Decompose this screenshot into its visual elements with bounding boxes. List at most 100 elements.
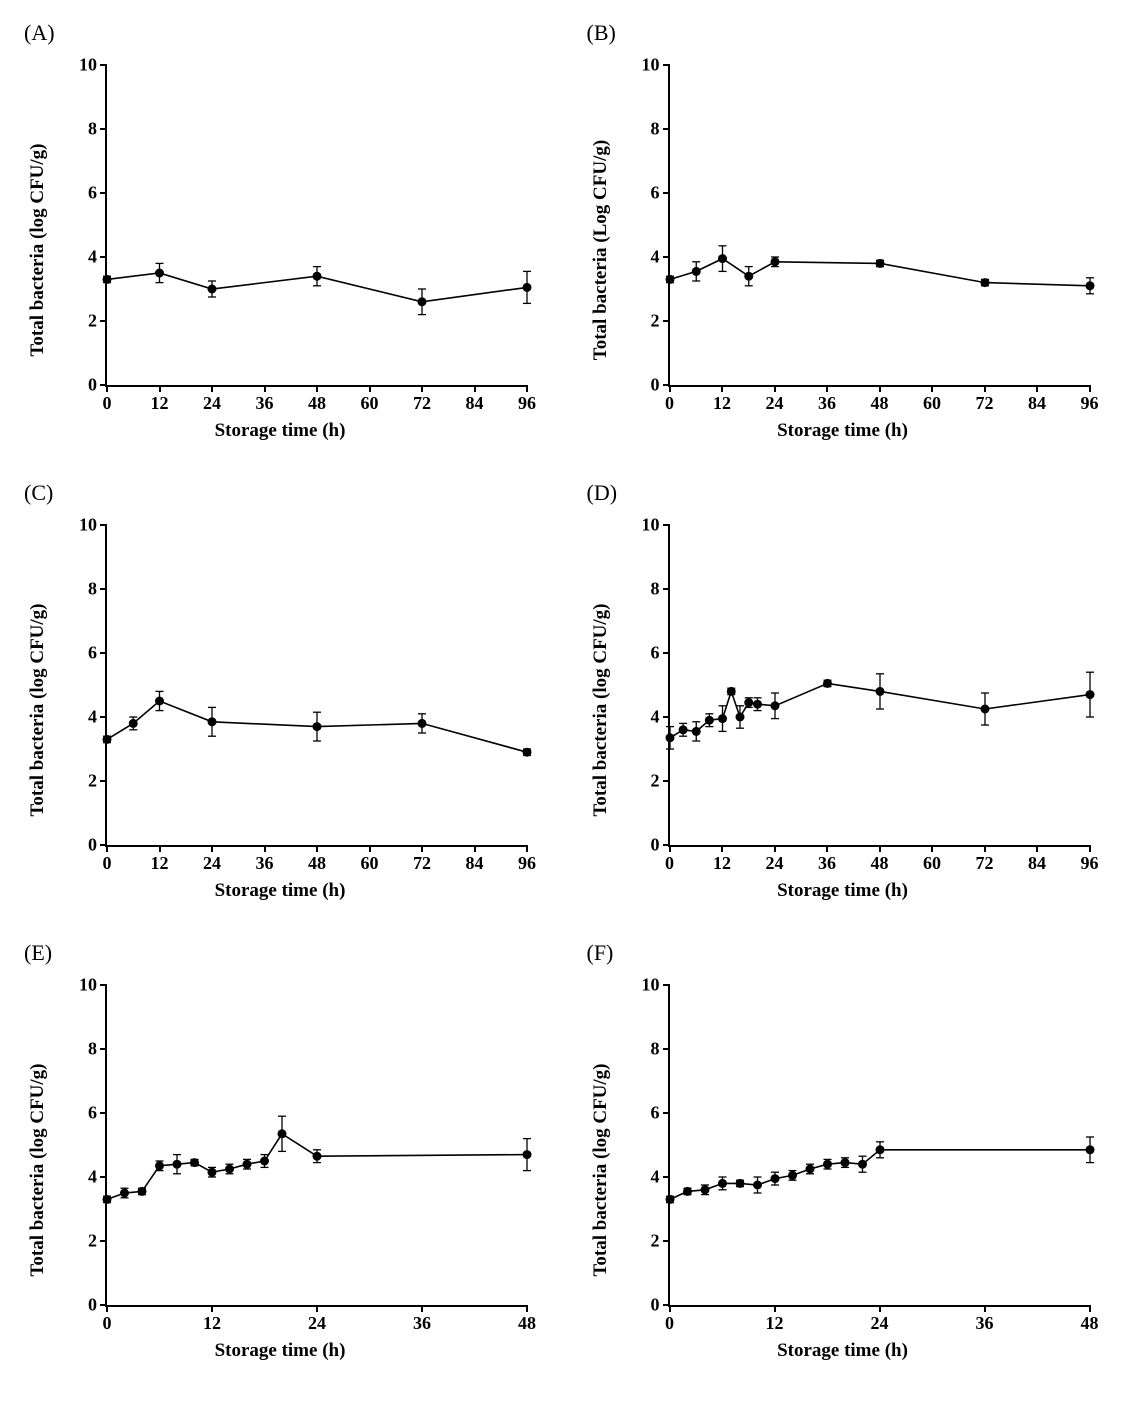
x-tick-label: 12 [151, 853, 169, 874]
y-tick [100, 524, 107, 526]
x-tick [316, 1305, 318, 1312]
y-tick [100, 588, 107, 590]
y-axis-label: Total bacteria (log CFU/g) [27, 1063, 49, 1276]
panel-label: (A) [24, 20, 553, 46]
data-marker [735, 713, 744, 722]
x-tick [721, 385, 723, 392]
y-tick [663, 652, 670, 654]
x-tick [421, 845, 423, 852]
y-tick [100, 256, 107, 258]
data-layer [107, 65, 527, 385]
x-tick [931, 845, 933, 852]
data-marker [138, 1187, 147, 1196]
x-tick-label: 12 [151, 393, 169, 414]
data-marker [665, 1195, 674, 1204]
data-marker [173, 1160, 182, 1169]
x-tick [879, 845, 881, 852]
x-tick-label: 0 [665, 1313, 674, 1334]
data-marker [678, 725, 687, 734]
x-tick-label: 60 [923, 393, 941, 414]
y-tick-label: 2 [651, 1231, 660, 1252]
data-marker [155, 697, 164, 706]
y-tick-label: 4 [651, 247, 660, 268]
data-marker [858, 1160, 867, 1169]
x-tick [211, 385, 213, 392]
x-tick [264, 845, 266, 852]
y-tick [100, 1048, 107, 1050]
x-tick-label: 12 [713, 393, 731, 414]
figure-grid: (A)Total bacteria (log CFU/g)Storage tim… [20, 20, 1115, 1370]
y-tick [663, 1240, 670, 1242]
x-axis-label: Storage time (h) [777, 420, 908, 442]
x-tick [669, 845, 671, 852]
data-marker [260, 1157, 269, 1166]
x-tick-label: 60 [361, 393, 379, 414]
x-tick [526, 845, 528, 852]
y-tick-label: 8 [88, 579, 97, 600]
data-marker [120, 1189, 129, 1198]
y-tick-label: 0 [651, 375, 660, 396]
panel-label: (B) [587, 20, 1116, 46]
data-marker [1085, 281, 1094, 290]
x-tick [316, 845, 318, 852]
y-tick [100, 984, 107, 986]
x-tick [474, 385, 476, 392]
x-tick-label: 48 [518, 1313, 536, 1334]
y-tick [663, 984, 670, 986]
y-tick-label: 10 [642, 975, 660, 996]
y-tick [663, 780, 670, 782]
x-tick [1089, 1305, 1091, 1312]
y-tick-label: 2 [88, 1231, 97, 1252]
y-tick-label: 2 [88, 311, 97, 332]
data-marker [523, 283, 532, 292]
y-tick-label: 2 [651, 771, 660, 792]
x-tick [421, 1305, 423, 1312]
data-marker [665, 733, 674, 742]
x-tick-label: 72 [976, 853, 994, 874]
y-tick [663, 1176, 670, 1178]
x-tick [159, 845, 161, 852]
y-tick-label: 6 [88, 643, 97, 664]
chart-wrap: Total bacteria (log CFU/g)Storage time (… [583, 510, 1103, 910]
chart-wrap: Total bacteria (log CFU/g)Storage time (… [20, 510, 540, 910]
x-tick-label: 72 [976, 393, 994, 414]
panel-label: (E) [24, 940, 553, 966]
x-axis-label: Storage time (h) [215, 420, 346, 442]
data-marker [788, 1171, 797, 1180]
data-marker [823, 1160, 832, 1169]
y-tick-label: 10 [79, 515, 97, 536]
x-tick [879, 385, 881, 392]
data-marker [823, 679, 832, 688]
x-tick [826, 385, 828, 392]
panel-label: (D) [587, 480, 1116, 506]
data-layer [670, 525, 1090, 845]
data-marker [770, 701, 779, 710]
x-tick-label: 24 [203, 393, 221, 414]
x-tick [879, 1305, 881, 1312]
data-marker [753, 700, 762, 709]
y-tick [100, 1176, 107, 1178]
data-marker [103, 735, 112, 744]
y-tick [663, 1112, 670, 1114]
data-marker [704, 716, 713, 725]
data-marker [718, 1179, 727, 1188]
y-tick [100, 652, 107, 654]
x-tick-label: 84 [1028, 393, 1046, 414]
x-tick-label: 24 [766, 853, 784, 874]
y-tick [663, 128, 670, 130]
y-tick-label: 2 [651, 311, 660, 332]
chart-wrap: Total bacteria (log CFU/g)Storage time (… [20, 50, 540, 450]
y-axis-label: Total bacteria (Log CFU/g) [590, 140, 612, 360]
y-tick-label: 6 [88, 183, 97, 204]
x-tick [984, 845, 986, 852]
x-tick-label: 12 [203, 1313, 221, 1334]
y-tick-label: 4 [651, 1167, 660, 1188]
x-tick-label: 0 [665, 393, 674, 414]
x-tick-label: 96 [1081, 853, 1099, 874]
data-marker [875, 687, 884, 696]
data-marker [691, 727, 700, 736]
data-marker [805, 1165, 814, 1174]
x-tick [721, 845, 723, 852]
data-marker [1085, 1145, 1094, 1154]
x-tick [669, 1305, 671, 1312]
